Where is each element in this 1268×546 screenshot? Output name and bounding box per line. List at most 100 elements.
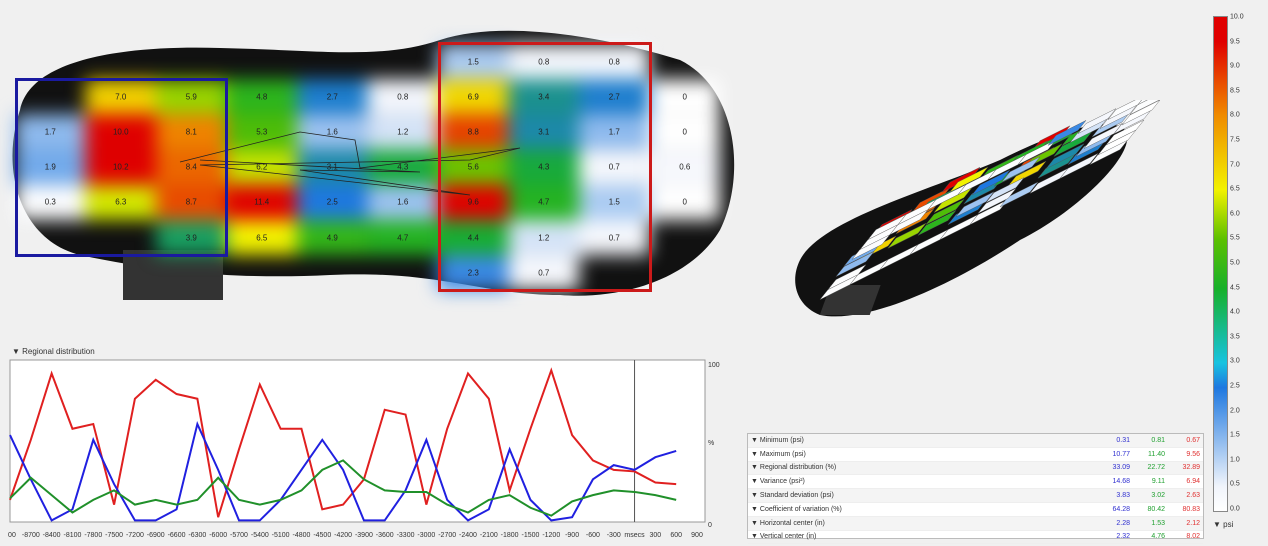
y-tick-label: 100 — [708, 362, 720, 369]
scale-tick: 1.0 — [1230, 456, 1240, 464]
x-tick-label: msecs — [624, 532, 645, 539]
stat-value: 32.89 — [1182, 464, 1200, 472]
scale-tick: 9.0 — [1230, 62, 1240, 70]
cell-value: 1.7 — [608, 127, 620, 137]
scale-unit: psi — [1223, 520, 1234, 529]
collapse-icon[interactable]: ▼ — [12, 347, 20, 356]
surface-cell — [827, 264, 867, 290]
x-tick-label: 000 — [8, 532, 16, 539]
regional-distribution-chart[interactable]: 000-8700-8400-8100-7800-7500-7200-6900-6… — [8, 346, 738, 546]
y-tick-label: % — [708, 440, 714, 447]
stat-value: 0.31 — [1116, 436, 1130, 444]
cell-value: 4.7 — [397, 233, 409, 243]
stat-label: Coefficient of variation (%) — [759, 505, 842, 513]
surface-cell — [999, 181, 1039, 208]
scale-tick: 9.5 — [1230, 38, 1240, 46]
cell-value: 10.2 — [112, 162, 129, 172]
stat-value: 2.32 — [1116, 533, 1130, 541]
cell-value: 8.8 — [467, 127, 479, 137]
x-tick-label: -1500 — [522, 532, 540, 539]
x-tick-label: -5700 — [230, 532, 248, 539]
surface-cell — [1001, 156, 1041, 182]
expand-icon[interactable]: ▼ — [751, 492, 758, 500]
scale-tick: 5.0 — [1230, 259, 1240, 267]
cell-value: 0.6 — [679, 162, 691, 172]
surface-cell — [955, 191, 995, 217]
surface-cell — [1047, 120, 1087, 146]
cell-value: 1.2 — [397, 127, 409, 137]
x-tick-label: 600 — [670, 532, 682, 539]
scale-tick: 8.5 — [1230, 87, 1240, 95]
scale-tick: 2.5 — [1230, 382, 1240, 390]
scale-tick: 4.5 — [1230, 284, 1240, 292]
cell-value: 0 — [682, 197, 687, 207]
surface-cell — [1077, 108, 1117, 134]
stat-value: 9.11 — [1151, 478, 1165, 486]
x-tick-label: -8100 — [64, 532, 82, 539]
x-tick-label: -1800 — [501, 532, 519, 539]
scale-tick: 10.0 — [1230, 13, 1244, 21]
expand-icon[interactable]: ▼ — [751, 478, 758, 486]
cell-value: 6.5 — [256, 233, 268, 243]
surface-cell — [1059, 153, 1099, 179]
stat-row[interactable]: ▼ Minimum (psi) 0.31 0.81 0.67 — [748, 434, 1203, 448]
stat-row[interactable]: ▼ Variance (psi²) 14.68 9.11 6.94 — [748, 475, 1203, 490]
pressure-map-3d[interactable] — [780, 79, 1177, 330]
cell-value: 3.9 — [185, 233, 197, 243]
cell-value: 8.1 — [185, 127, 197, 137]
cell-value: 2.3 — [467, 268, 479, 278]
expand-icon[interactable]: ▼ — [751, 450, 758, 458]
stat-value: 80.83 — [1182, 505, 1200, 513]
x-tick-label: -7500 — [105, 532, 123, 539]
stat-value: 2.63 — [1186, 492, 1200, 500]
cell-value: 5.3 — [256, 127, 268, 137]
surface-cell — [971, 169, 1011, 196]
x-tick-label: -5400 — [251, 532, 269, 539]
cell-value: 0.8 — [397, 92, 409, 102]
regional-distribution-panel: 000-8700-8400-8100-7800-7500-7200-6900-6… — [8, 346, 738, 546]
stat-row[interactable]: ▼ Horizontal center (in) 2.28 1.53 2.12 — [748, 516, 1203, 531]
cell-value: 2.5 — [326, 197, 338, 207]
region-box-blue[interactable] — [15, 78, 228, 257]
color-scale-bar — [1213, 16, 1228, 512]
expand-icon[interactable]: ▼ — [751, 436, 758, 444]
collapse-icon[interactable]: ▼ — [1213, 520, 1221, 529]
cell-value: 9.6 — [467, 197, 479, 207]
scale-tick: 6.5 — [1230, 185, 1240, 193]
expand-icon[interactable]: ▼ — [751, 533, 758, 541]
surface-cell — [949, 166, 989, 193]
stat-row[interactable]: ▼ Standard deviation (psi) 3.83 3.02 2.63 — [748, 489, 1203, 503]
cell-value: 11.4 — [254, 197, 270, 207]
cell-value: 1.6 — [326, 127, 338, 137]
region-box-red[interactable] — [438, 42, 652, 292]
surface-cell — [887, 223, 927, 249]
surface-cell — [1045, 143, 1085, 169]
stat-row[interactable]: ▼ Regional distribution (%) 33.09 22.72 32.… — [748, 461, 1203, 476]
x-tick-label: -6900 — [147, 532, 165, 539]
expand-icon[interactable]: ▼ — [751, 519, 758, 527]
cell-value: 1.2 — [538, 233, 550, 243]
x-tick-label: -1200 — [542, 532, 560, 539]
cell-value: 5.6 — [467, 162, 479, 172]
x-tick-label: -6600 — [168, 532, 186, 539]
scale-tick: 2.0 — [1230, 407, 1240, 415]
cell-value: 0 — [682, 92, 687, 102]
expand-icon[interactable]: ▼ — [751, 464, 758, 472]
stat-label: Maximum (psi) — [759, 450, 806, 458]
cell-value: 2.7 — [608, 92, 620, 102]
scale-tick: 0.5 — [1230, 480, 1240, 488]
stat-row[interactable]: ▼ Coefficient of variation (%) 64.28 80.42… — [748, 503, 1203, 517]
foot-3d-surface — [795, 79, 1177, 317]
expand-icon[interactable]: ▼ — [751, 505, 758, 513]
stat-value: 14.68 — [1112, 478, 1130, 486]
cell-value: 0.7 — [608, 162, 620, 172]
stat-row[interactable]: ▼ Vertical center (in) 2.32 4.76 8.02 — [748, 531, 1203, 545]
stat-value: 2.28 — [1116, 519, 1130, 527]
x-tick-label: -3600 — [376, 532, 394, 539]
x-tick-label: -2100 — [480, 532, 498, 539]
statistics-table: ▼ Minimum (psi) 0.31 0.81 0.67 ▼ Maximum (ps… — [747, 433, 1204, 545]
chart-title: Regional distribution — [22, 347, 95, 356]
pressure-map-2d[interactable]: 1.5 0.8 0.8 7.0 5.9 4.8 2.7 0.8 6.9 3.4 2.7 0 1.7 10.… — [0, 0, 745, 310]
x-tick-label: -900 — [565, 532, 579, 539]
stat-row[interactable]: ▼ Maximum (psi) 10.77 11.40 9.56 — [748, 448, 1203, 462]
